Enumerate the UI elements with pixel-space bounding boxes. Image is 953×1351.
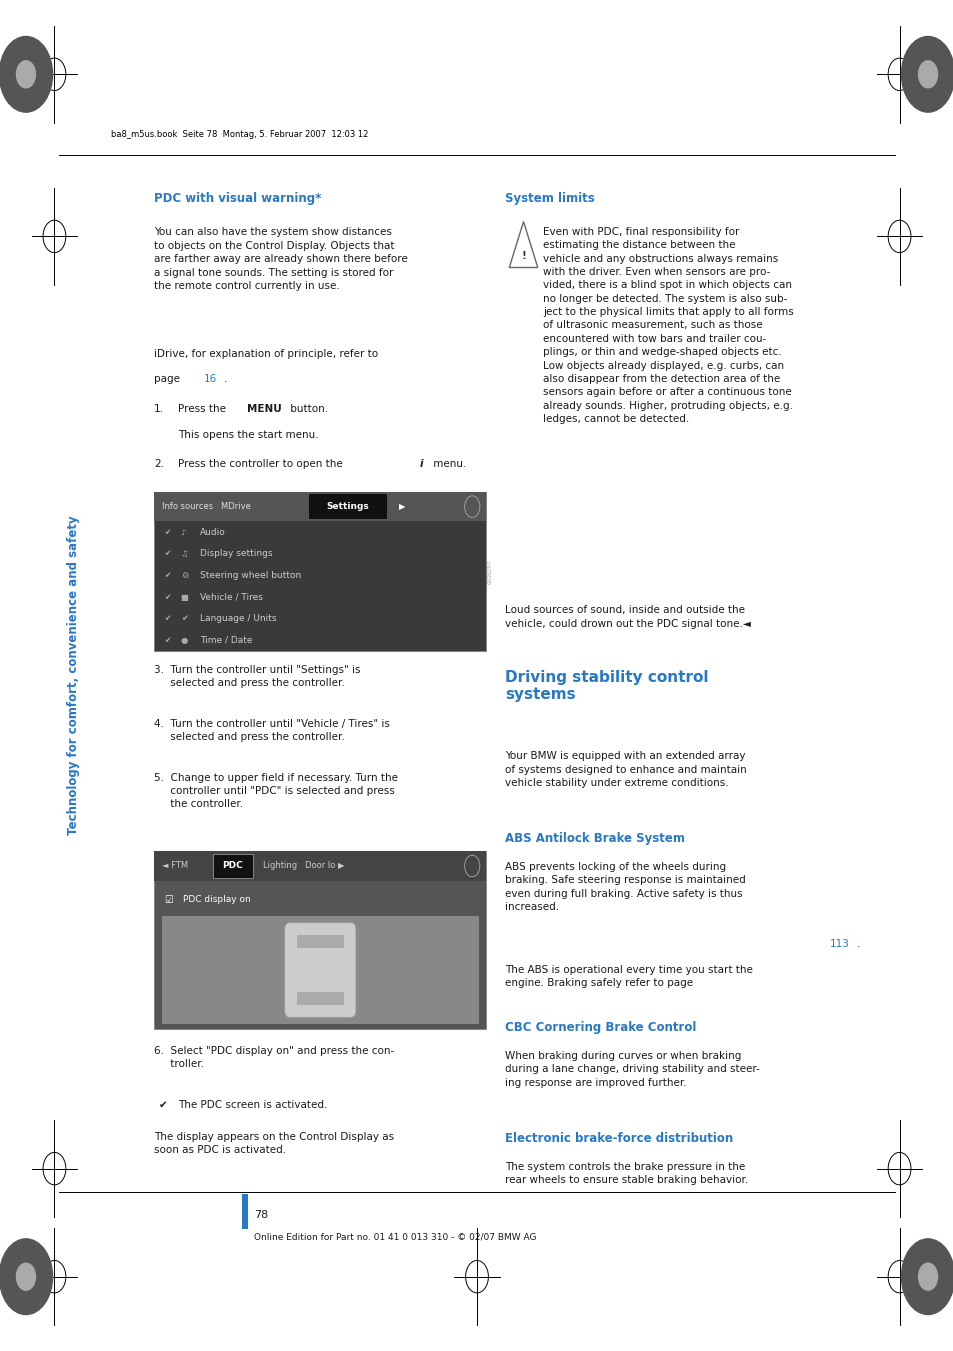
Text: ✔: ✔ [164, 528, 170, 536]
Bar [162, 916, 478, 1024]
Bar [154, 492, 486, 521]
Text: ba8_m5us.book  Seite 78  Montag, 5. Februar 2007  12:03 12: ba8_m5us.book Seite 78 Montag, 5. Februa… [112, 130, 369, 139]
Bar [154, 851, 486, 881]
Text: Steering wheel button: Steering wheel button [199, 571, 300, 580]
Text: .: . [856, 939, 860, 948]
FancyBboxPatch shape [284, 923, 355, 1017]
Text: page: page [154, 374, 183, 384]
Circle shape [901, 1239, 953, 1315]
Text: 4.  Turn the controller until "Vehicle / Tires" is
     selected and press the c: 4. Turn the controller until "Vehicle / … [154, 719, 390, 742]
Text: 5.  Change to upper field if necessary. Turn the
     controller until "PDC" is : 5. Change to upper field if necessary. T… [154, 773, 397, 809]
Text: PDC with visual warning*: PDC with visual warning* [154, 192, 321, 205]
Text: .: . [223, 374, 227, 384]
Text: 113: 113 [829, 939, 849, 948]
Text: This opens the start menu.: This opens the start menu. [177, 430, 318, 439]
Bar [241, 1194, 248, 1229]
Bar [309, 494, 386, 519]
Text: ✔: ✔ [164, 550, 170, 558]
Text: i: i [419, 459, 423, 469]
Text: iDrive, for explanation of principle, refer to: iDrive, for explanation of principle, re… [154, 349, 378, 358]
Text: ▶: ▶ [398, 503, 405, 511]
Text: The PDC screen is activated.: The PDC screen is activated. [177, 1100, 327, 1109]
Text: Online Edition for Part no. 01 41 0 013 310 - © 02/07 BMW AG: Online Edition for Part no. 01 41 0 013 … [253, 1232, 536, 1242]
Text: Audio: Audio [199, 528, 225, 536]
Text: Even with PDC, final responsibility for
estimating the distance between the
vehi: Even with PDC, final responsibility for … [543, 227, 794, 424]
Text: Your BMW is equipped with an extended array
of systems designed to enhance and m: Your BMW is equipped with an extended ar… [505, 751, 746, 788]
Text: Vehicle / Tires: Vehicle / Tires [199, 593, 262, 601]
Circle shape [0, 36, 52, 112]
Text: Language / Units: Language / Units [199, 615, 276, 623]
Text: ✔: ✔ [164, 571, 170, 580]
Text: ✔: ✔ [164, 615, 170, 623]
Text: 3.  Turn the controller until "Settings" is
     selected and press the controll: 3. Turn the controller until "Settings" … [154, 665, 360, 688]
Text: You can also have the system show distances
to objects on the Control Display. O: You can also have the system show distan… [154, 227, 408, 292]
Text: When braking during curves or when braking
during a lane change, driving stabili: When braking during curves or when braki… [505, 1051, 760, 1088]
Bar [296, 992, 343, 1005]
Circle shape [16, 1263, 35, 1290]
Text: button.: button. [287, 404, 328, 413]
Text: PDC: PDC [222, 862, 243, 870]
Text: The ABS is operational every time you start the
engine. Braking safely refer to : The ABS is operational every time you st… [505, 965, 753, 988]
Circle shape [918, 1263, 937, 1290]
Text: System limits: System limits [505, 192, 595, 205]
Circle shape [16, 61, 35, 88]
Text: ⚙: ⚙ [180, 571, 188, 580]
Bar [154, 492, 486, 651]
Text: ◄ FTM: ◄ FTM [162, 862, 188, 870]
Text: The display appears on the Control Display as
soon as PDC is activated.: The display appears on the Control Displ… [154, 1132, 394, 1155]
Text: 02/2025©: 02/2025© [488, 559, 493, 584]
Text: Time / Date: Time / Date [199, 636, 252, 644]
Text: ✔: ✔ [180, 615, 188, 623]
Text: Press the controller to open the: Press the controller to open the [177, 459, 346, 469]
Text: !: ! [520, 251, 525, 261]
Text: ABS prevents locking of the wheels during
braking. Safe steering response is mai: ABS prevents locking of the wheels durin… [505, 862, 745, 912]
Text: 2.: 2. [154, 459, 164, 469]
Text: ■: ■ [180, 593, 189, 601]
Circle shape [0, 1239, 52, 1315]
Text: Info sources   MDrive: Info sources MDrive [162, 503, 251, 511]
Text: PDC display on: PDC display on [182, 896, 250, 904]
Text: Loud sources of sound, inside and outside the
vehicle, could drown out the PDC s: Loud sources of sound, inside and outsid… [505, 605, 751, 628]
Text: ☑: ☑ [164, 894, 172, 905]
Text: ✔: ✔ [159, 1100, 168, 1109]
Text: The system controls the brake pressure in the
rear wheels to ensure stable braki: The system controls the brake pressure i… [505, 1162, 748, 1185]
Text: ✔: ✔ [164, 636, 170, 644]
Text: Technology for comfort, convenience and safety: Technology for comfort, convenience and … [67, 516, 80, 835]
Bar [154, 851, 486, 1029]
Text: CBC Cornering Brake Control: CBC Cornering Brake Control [505, 1021, 696, 1035]
Text: 78: 78 [253, 1210, 268, 1220]
Bar [296, 935, 343, 948]
Text: 1.: 1. [154, 404, 164, 413]
Text: ♫: ♫ [180, 550, 188, 558]
Text: Lighting   Door lo ▶: Lighting Door lo ▶ [263, 862, 344, 870]
Text: ABS Antilock Brake System: ABS Antilock Brake System [505, 832, 685, 846]
Text: Settings: Settings [326, 503, 369, 511]
Text: Press the: Press the [177, 404, 229, 413]
Text: ●: ● [180, 636, 188, 644]
Text: ♪: ♪ [180, 528, 186, 536]
Text: MENU: MENU [247, 404, 282, 413]
Bar [213, 854, 253, 878]
Text: Driving stability control
systems: Driving stability control systems [505, 670, 708, 703]
Text: 6.  Select "PDC display on" and press the con-
     troller.: 6. Select "PDC display on" and press the… [154, 1046, 394, 1069]
Text: ✔: ✔ [164, 593, 170, 601]
Text: Electronic brake-force distribution: Electronic brake-force distribution [505, 1132, 733, 1146]
Circle shape [901, 36, 953, 112]
Text: 16: 16 [203, 374, 216, 384]
Text: Display settings: Display settings [199, 550, 272, 558]
Text: menu.: menu. [429, 459, 465, 469]
Circle shape [918, 61, 937, 88]
